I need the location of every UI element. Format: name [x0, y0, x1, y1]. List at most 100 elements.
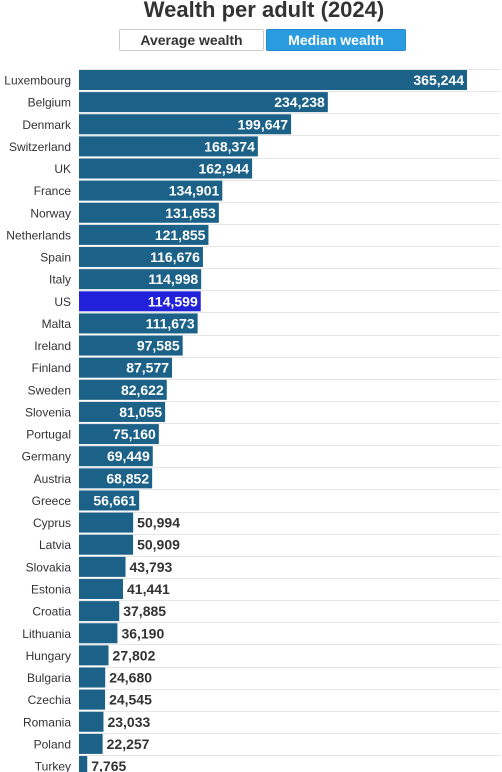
value-label: 50,994	[137, 515, 180, 531]
bar	[79, 114, 292, 135]
value-label: 23,033	[107, 714, 150, 730]
value-label: 22,257	[107, 736, 150, 752]
value-label: 41,441	[127, 581, 170, 597]
chart-title: Wealth per adult (2024)	[143, 0, 385, 22]
bar	[79, 490, 140, 511]
value-label: 134,901	[169, 183, 220, 199]
bar	[79, 446, 153, 467]
category-label: UK	[54, 162, 71, 176]
bar	[79, 291, 201, 312]
category-label: Denmark	[22, 118, 72, 132]
value-label: 87,577	[126, 360, 169, 376]
value-label: 168,374	[204, 138, 255, 154]
bar	[79, 601, 120, 622]
category-label: Italy	[49, 273, 71, 287]
bar	[79, 534, 134, 555]
category-label: Spain	[40, 251, 71, 265]
category-label: Cyprus	[33, 516, 71, 530]
bar	[79, 401, 166, 422]
category-label: Czechia	[28, 693, 72, 707]
category-label: Slovakia	[26, 560, 72, 574]
category-label: Finland	[32, 361, 71, 375]
value-label: 234,238	[274, 94, 325, 110]
category-label: France	[34, 184, 72, 198]
value-label: 97,585	[137, 338, 180, 354]
category-label: Romania	[23, 715, 71, 729]
value-label: 7,765	[91, 758, 126, 772]
value-label: 24,680	[109, 670, 152, 686]
category-label: Croatia	[32, 605, 71, 619]
value-label: 116,676	[150, 249, 200, 265]
category-label: Ireland	[34, 339, 71, 353]
category-label: Netherlands	[6, 228, 71, 242]
category-label: Norway	[30, 206, 71, 220]
bar	[79, 357, 173, 378]
bar	[79, 667, 106, 688]
bar	[79, 92, 328, 113]
category-label: Hungary	[26, 649, 71, 663]
category-label: Germany	[22, 450, 71, 464]
value-label: 24,545	[109, 692, 152, 708]
bar	[79, 202, 219, 223]
bar	[79, 689, 106, 710]
category-label: Malta	[42, 317, 72, 331]
value-label: 50,909	[137, 537, 180, 553]
bar	[79, 733, 103, 754]
value-label: 121,855	[155, 227, 206, 243]
average-wealth-toggle[interactable]: Average wealth	[119, 29, 264, 51]
value-label: 69,449	[107, 448, 150, 464]
category-label: Bulgaria	[27, 671, 71, 685]
category-label: Estonia	[31, 582, 71, 596]
bar	[79, 468, 153, 489]
value-label: 43,793	[130, 559, 173, 575]
bar	[79, 578, 124, 599]
bar	[79, 70, 467, 90]
bar	[79, 158, 253, 179]
value-label: 114,599	[148, 293, 198, 309]
bar	[79, 623, 118, 644]
bar	[79, 335, 183, 356]
category-label: Turkey	[35, 760, 71, 772]
value-label: 75,160	[113, 426, 156, 442]
category-label: Latvia	[39, 538, 71, 552]
value-label: 114,998	[148, 271, 198, 287]
value-label: 36,190	[121, 625, 164, 641]
bar	[79, 711, 104, 732]
category-label: Greece	[32, 494, 72, 508]
category-label: Lithuania	[22, 627, 71, 641]
bar	[79, 379, 167, 400]
bar	[79, 556, 126, 577]
category-label: US	[54, 295, 71, 309]
median-wealth-toggle[interactable]: Median wealth	[266, 29, 406, 51]
bar	[79, 180, 223, 201]
category-label: Portugal	[26, 428, 71, 442]
bar	[79, 645, 109, 666]
value-label: 82,622	[121, 382, 164, 398]
bar	[79, 136, 258, 157]
value-label: 81,055	[119, 404, 162, 420]
category-label: Belgium	[28, 96, 71, 110]
value-label: 111,673	[146, 315, 195, 331]
value-label: 27,802	[113, 647, 156, 663]
category-label: Slovenia	[25, 405, 71, 419]
value-label: 199,647	[237, 116, 288, 132]
category-label: Poland	[34, 737, 71, 751]
value-label: 162,944	[198, 161, 249, 177]
value-label: 68,852	[106, 470, 149, 486]
bar	[79, 313, 198, 334]
category-label: Switzerland	[9, 140, 71, 154]
value-label: 131,653	[165, 205, 216, 221]
bar	[79, 756, 88, 772]
value-label: 56,661	[93, 492, 136, 508]
bar	[79, 247, 203, 268]
category-label: Sweden	[28, 383, 71, 397]
category-label: Austria	[34, 472, 72, 486]
category-label: Luxembourg	[4, 74, 71, 88]
bar	[79, 424, 159, 445]
bar	[79, 512, 134, 533]
value-label: 365,244	[413, 72, 464, 88]
bar	[79, 269, 202, 290]
value-label: 37,885	[123, 603, 166, 619]
bar	[79, 224, 209, 245]
